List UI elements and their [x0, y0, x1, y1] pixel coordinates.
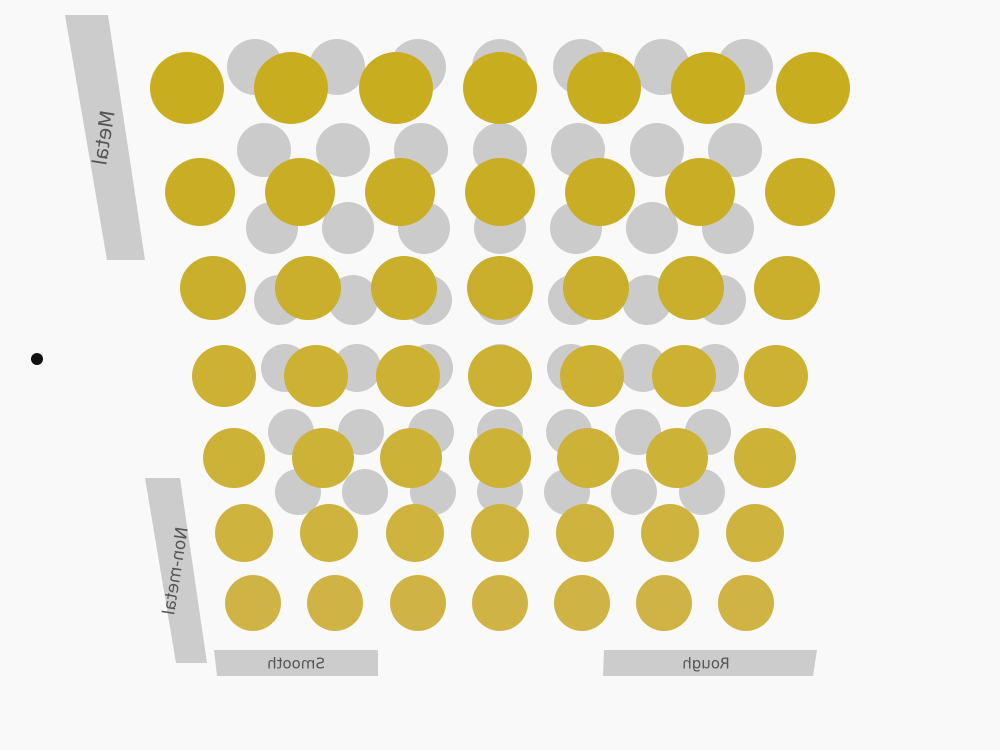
grey-sphere	[342, 469, 388, 515]
gold-sphere	[150, 52, 224, 124]
gold-sphere	[671, 52, 745, 124]
gold-sphere	[463, 52, 537, 124]
gold-sphere	[192, 345, 256, 407]
grey-sphere	[630, 123, 684, 177]
gold-sphere	[641, 504, 699, 562]
gold-sphere	[718, 575, 774, 631]
grey-sphere	[322, 202, 374, 254]
gold-sphere	[556, 504, 614, 562]
gold-sphere	[265, 158, 335, 226]
gold-sphere	[765, 158, 835, 226]
gold-sphere	[292, 428, 354, 488]
grey-sphere	[626, 202, 678, 254]
gold-sphere	[386, 504, 444, 562]
gold-sphere	[465, 158, 535, 226]
gold-sphere	[469, 428, 531, 488]
gold-sphere	[165, 158, 235, 226]
gold-sphere	[275, 256, 341, 320]
gold-sphere	[307, 575, 363, 631]
grey-sphere	[237, 123, 291, 177]
gold-sphere	[554, 575, 610, 631]
rough-label: Rough	[682, 655, 729, 673]
gold-sphere	[652, 345, 716, 407]
rough-label-bar	[603, 650, 817, 676]
gold-sphere	[646, 428, 708, 488]
gold-sphere	[254, 52, 328, 124]
non-metal-label-bar	[145, 478, 207, 663]
gold-sphere	[371, 256, 437, 320]
gold-sphere	[744, 345, 808, 407]
metal-label-bar	[65, 15, 145, 260]
gold-sphere	[284, 345, 348, 407]
gold-sphere	[380, 428, 442, 488]
gold-sphere	[472, 575, 528, 631]
gold-sphere	[726, 504, 784, 562]
gold-sphere	[567, 52, 641, 124]
gold-sphere	[300, 504, 358, 562]
smooth-label: Smooth	[267, 655, 325, 673]
gold-sphere	[376, 345, 440, 407]
grey-sphere	[615, 409, 661, 455]
gold-sphere	[468, 345, 532, 407]
gold-sphere-layer	[150, 52, 850, 631]
gold-sphere	[776, 52, 850, 124]
gold-sphere	[565, 158, 635, 226]
gold-sphere	[636, 575, 692, 631]
grey-sphere	[708, 123, 762, 177]
gold-sphere	[471, 504, 529, 562]
gold-sphere	[658, 256, 724, 320]
gold-sphere	[754, 256, 820, 320]
gold-sphere	[563, 256, 629, 320]
grey-sphere	[316, 123, 370, 177]
gold-sphere	[665, 158, 735, 226]
gold-sphere	[215, 504, 273, 562]
gold-sphere	[390, 575, 446, 631]
gold-sphere	[557, 428, 619, 488]
gold-sphere	[225, 575, 281, 631]
gold-sphere	[203, 428, 265, 488]
gold-sphere	[560, 345, 624, 407]
smooth-label-bar	[214, 650, 378, 676]
gold-sphere	[365, 158, 435, 226]
gold-sphere	[359, 52, 433, 124]
grey-sphere	[611, 469, 657, 515]
marker-dot	[31, 353, 43, 365]
gold-sphere	[467, 256, 533, 320]
gold-sphere	[180, 256, 246, 320]
gold-sphere	[734, 428, 796, 488]
